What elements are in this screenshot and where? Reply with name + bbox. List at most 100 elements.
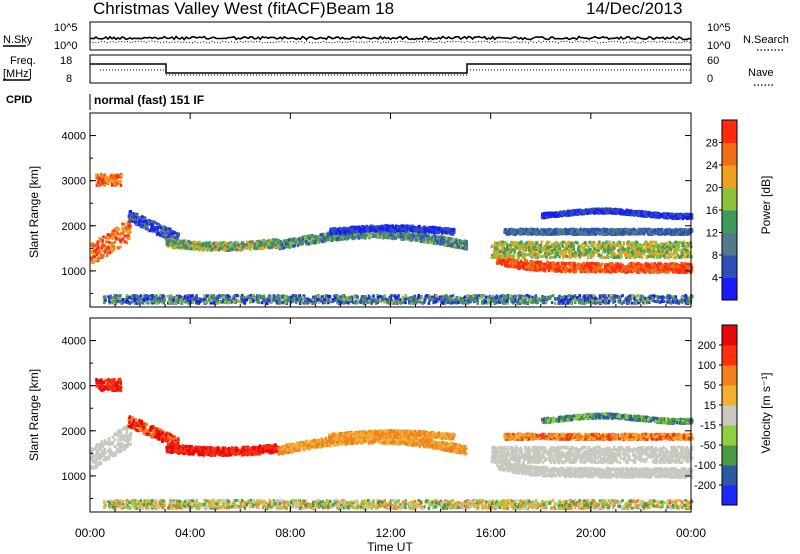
range-gate-cell xyxy=(512,255,516,259)
range-gate-cell xyxy=(125,240,128,244)
range-gate-cell xyxy=(592,240,596,244)
range-gate-cell xyxy=(160,234,163,238)
range-gate-cell xyxy=(618,245,622,249)
range-gate-cell xyxy=(561,253,565,257)
range-gate-cell xyxy=(263,239,266,243)
range-gate-cell xyxy=(336,236,340,240)
range-gate-cell xyxy=(300,238,303,242)
range-gate-cell xyxy=(145,224,148,228)
range-gate-cell xyxy=(432,239,436,243)
range-gate-cell xyxy=(119,245,122,249)
range-gate-cell xyxy=(442,235,446,239)
range-gate-cell xyxy=(357,229,360,232)
range-gate-cell xyxy=(614,228,617,232)
range-gate-cell xyxy=(614,252,617,256)
range-gate-cell xyxy=(632,269,635,272)
range-gate-cell xyxy=(397,234,401,238)
range-gate-cell xyxy=(656,270,659,274)
range-gate-cell xyxy=(370,231,374,235)
range-gate-cell xyxy=(200,248,204,251)
range-gate-cell xyxy=(605,240,608,244)
range-gate-cell xyxy=(400,234,403,238)
range-gate-cell xyxy=(426,236,430,240)
range-gate-cell xyxy=(665,266,668,270)
range-gate-cell xyxy=(171,239,174,243)
range-gate-cell xyxy=(637,265,640,269)
range-gate-cell xyxy=(301,237,304,241)
range-gate-cell xyxy=(400,226,403,230)
range-gate-cell xyxy=(542,262,546,266)
range-gate-cell xyxy=(335,233,338,237)
range-gate-cell xyxy=(237,243,240,247)
range-gate-cell xyxy=(201,244,204,248)
range-gate-cell xyxy=(513,250,516,254)
range-gate-cell xyxy=(557,267,560,271)
range-gate-cell xyxy=(335,238,339,241)
range-gate-cell xyxy=(158,224,162,228)
range-gate-cell xyxy=(189,241,193,245)
range-gate-cell xyxy=(622,251,626,255)
range-gate-cell xyxy=(441,241,445,245)
range-gate-cell xyxy=(675,248,678,251)
range-gate-cell xyxy=(355,230,358,233)
range-gate-cell xyxy=(114,175,118,179)
range-gate-cell xyxy=(414,238,417,242)
range-gate-cell xyxy=(203,243,206,247)
range-gate-cell xyxy=(99,182,102,186)
range-gate-cell xyxy=(261,243,264,247)
range-gate-cell xyxy=(380,229,384,233)
range-gate-cell xyxy=(654,250,657,254)
range-gate-cell xyxy=(349,231,353,235)
range-gate-cell xyxy=(129,209,132,213)
range-gate-cell xyxy=(303,236,307,240)
range-gate-cell xyxy=(672,252,675,256)
range-gate-cell xyxy=(328,238,332,242)
range-gate-cell xyxy=(108,250,112,254)
range-gate-cell xyxy=(583,241,587,245)
range-gate-cell xyxy=(648,251,652,255)
range-gate-cell xyxy=(685,253,688,257)
range-gate-cell xyxy=(252,246,256,250)
range-gate-cell xyxy=(141,215,144,219)
range-gate-cell xyxy=(617,249,620,253)
range-gate-cell xyxy=(517,264,520,268)
range-gate-cell xyxy=(584,248,588,252)
range-gate-cell xyxy=(92,260,96,264)
range-gate-cell xyxy=(632,263,635,267)
range-gate-cell xyxy=(606,248,610,252)
range-gate-cell xyxy=(509,263,512,267)
range-gate-cell xyxy=(436,240,440,244)
range-gate-cell xyxy=(371,235,374,239)
range-gate-cell xyxy=(119,182,122,185)
range-gate-cell xyxy=(616,269,619,273)
range-gate-cell xyxy=(137,223,140,227)
range-gate-cell xyxy=(169,231,172,235)
range-gate-cell xyxy=(413,225,416,229)
range-gate-cell xyxy=(167,244,170,248)
range-gate-cell xyxy=(91,242,94,246)
range-gate-cell xyxy=(390,236,394,240)
range-gate-cell xyxy=(221,243,224,247)
range-gate-cell xyxy=(93,251,96,255)
range-gate-cell xyxy=(636,244,639,248)
range-gate-cell xyxy=(119,233,122,237)
range-gate-cell xyxy=(411,224,414,228)
range-gate-cell xyxy=(463,239,466,243)
range-gate-cell xyxy=(604,266,607,270)
nave-trace xyxy=(100,69,690,76)
range-gate-cell xyxy=(356,234,360,238)
range-gate-cell xyxy=(650,252,654,256)
range-gate-cell xyxy=(211,245,214,249)
range-gate-cell xyxy=(686,265,689,269)
range-gate-cell xyxy=(454,240,458,244)
range-gate-cell xyxy=(627,268,631,272)
range-gate-cell xyxy=(141,221,144,224)
range-gate-cell xyxy=(535,262,539,266)
range-gate-cell xyxy=(679,240,682,244)
range-gate-cell xyxy=(255,241,259,245)
range-gate-cell xyxy=(412,227,416,231)
range-gate-cell xyxy=(267,245,270,249)
range-gate-cell xyxy=(568,252,571,256)
range-gate-cell xyxy=(290,244,293,248)
range-gate-cell xyxy=(275,245,278,249)
